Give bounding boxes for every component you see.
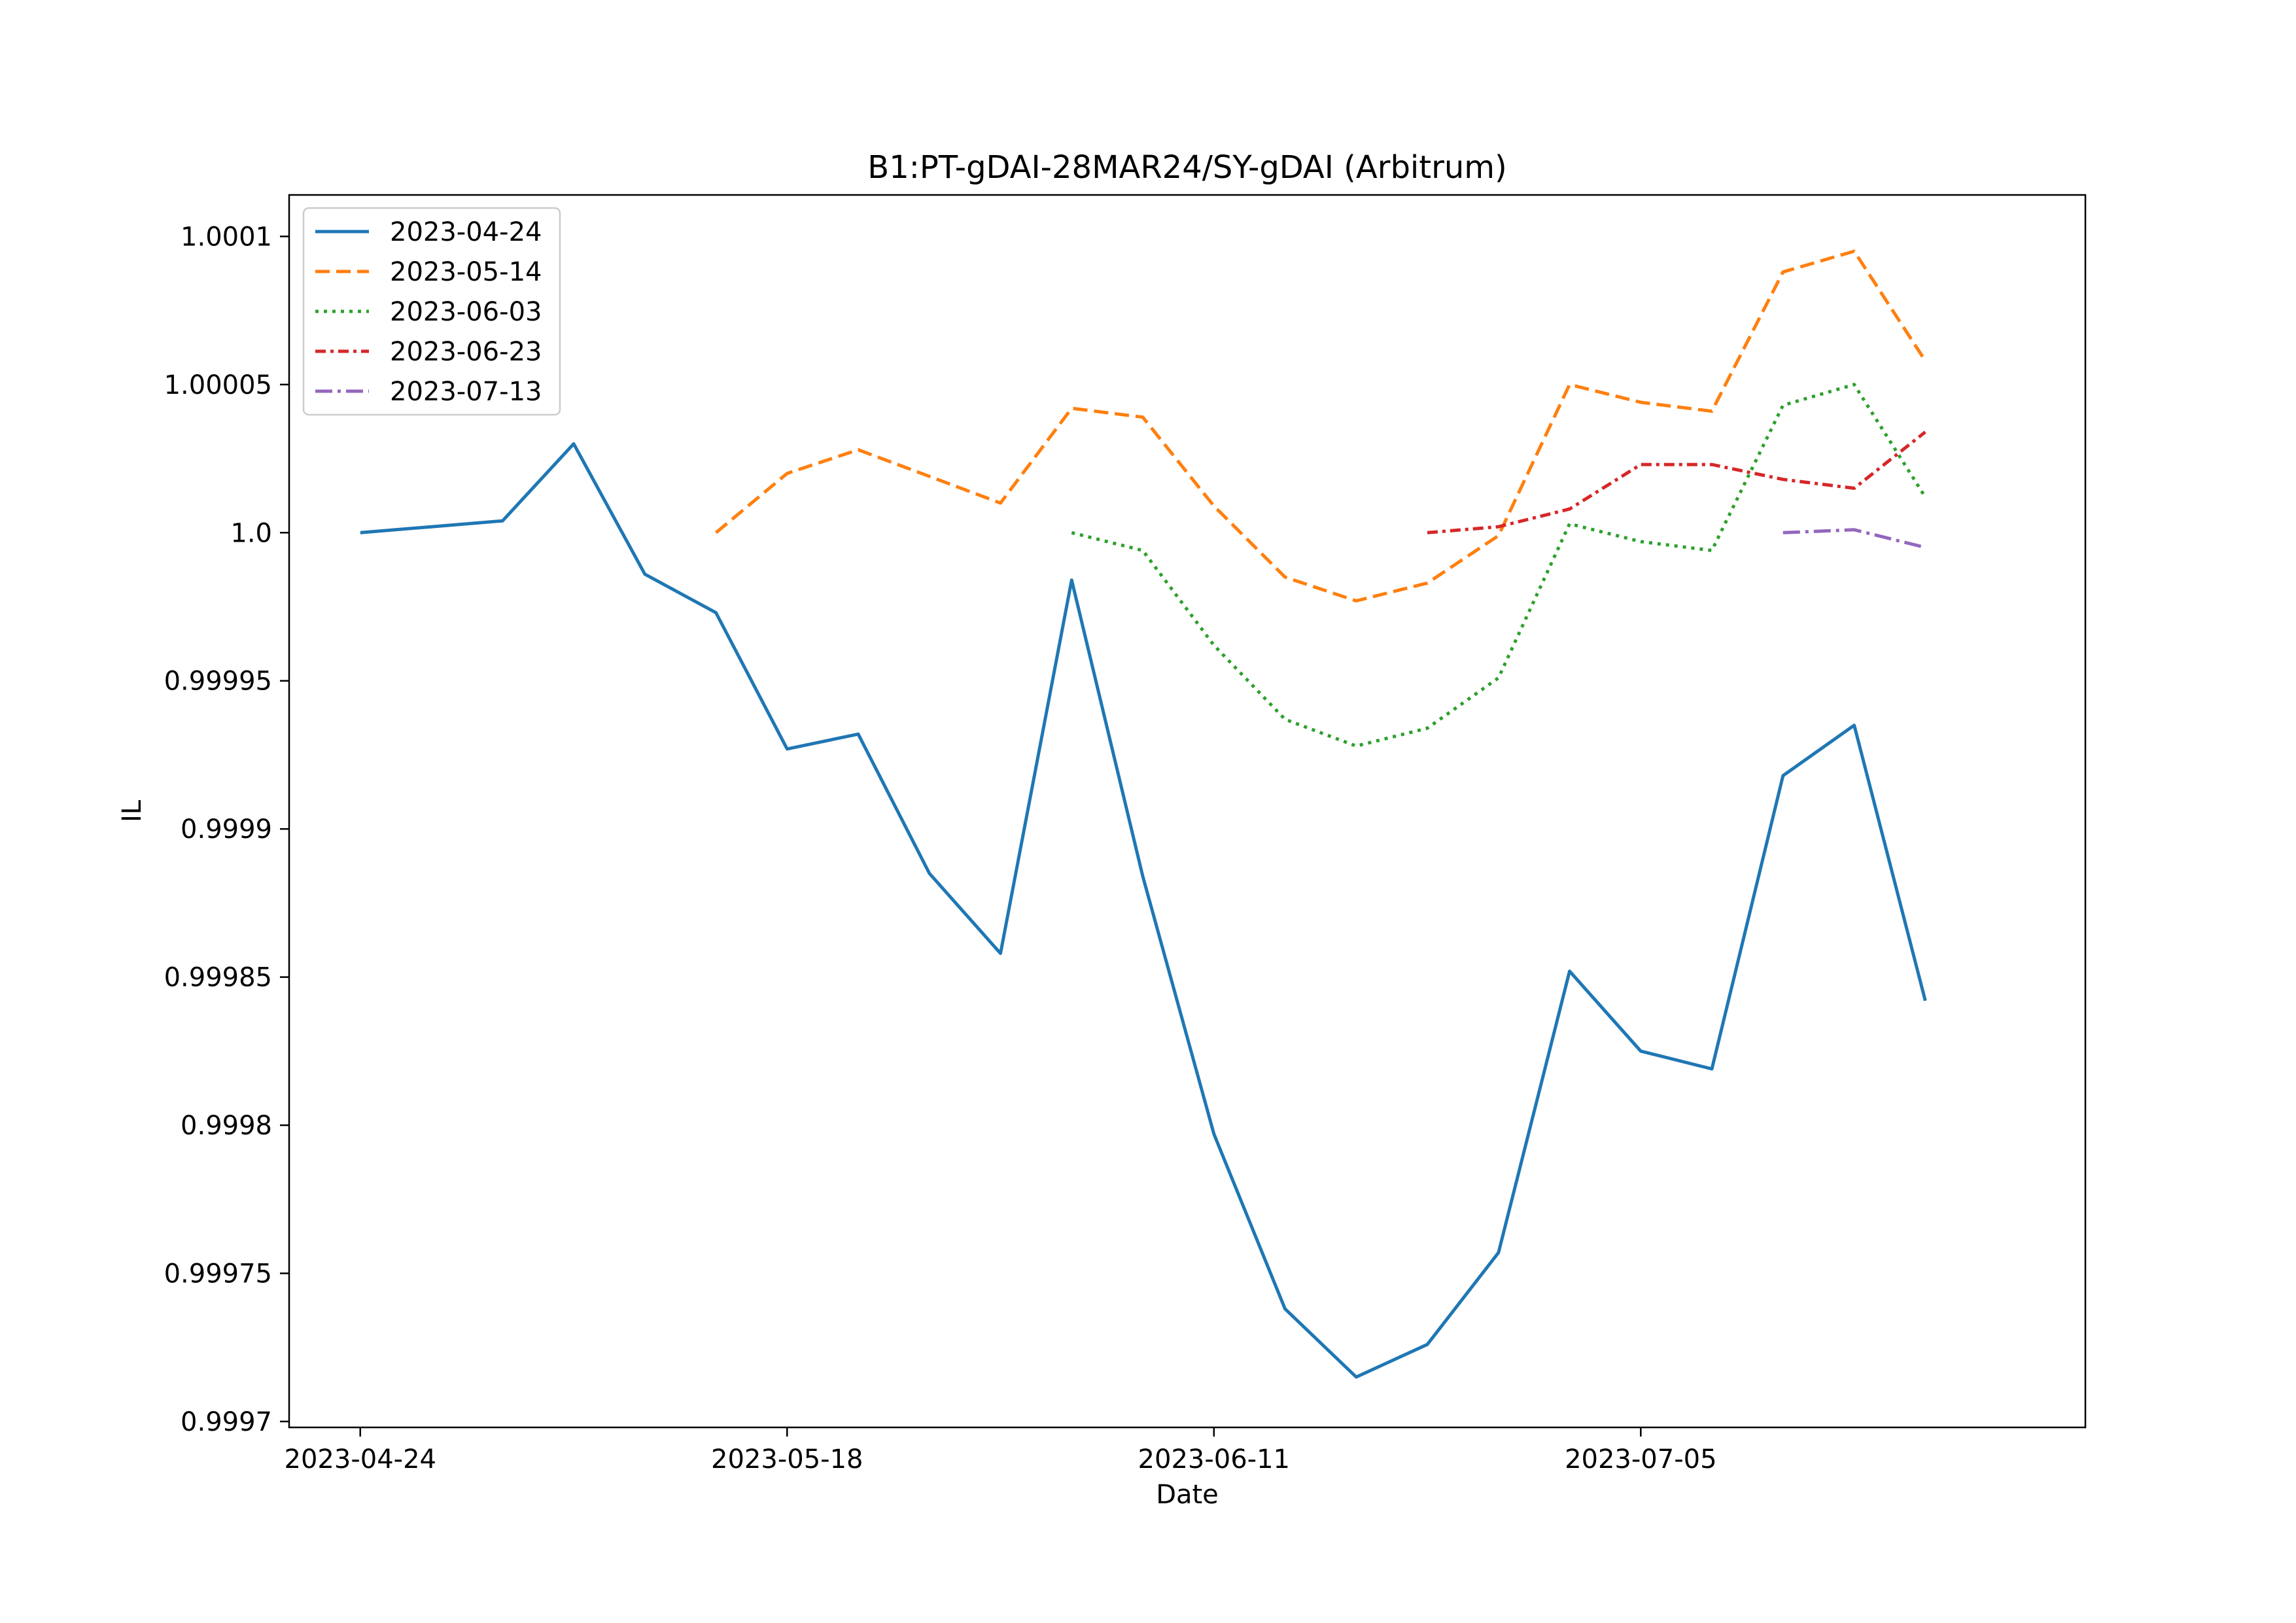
x-axis-label: Date [1156,1480,1219,1510]
x-tick-label: 2023-07-05 [1565,1444,1716,1475]
y-tick-label: 0.9997 [181,1407,272,1437]
plot-frame [288,194,2087,1429]
y-tick-label: 0.99985 [164,963,272,993]
chart-title: B1:PT-gDAI-28MAR24/SY-gDAI (Arbitrum) [867,149,1506,186]
y-tick-label: 0.99995 [164,667,272,697]
legend: 2023-04-24 2023-05-14 2023-06-03 2023-06-23… [302,207,561,416]
series-layer [360,249,1927,1379]
series-line-2 [714,249,1927,602]
x-tick-label: 2023-05-18 [711,1444,863,1475]
y-tick-label: 1.0001 [181,222,272,252]
legend-label: 2023-06-23 [390,337,542,367]
x-tick-label: 2023-06-11 [1138,1444,1290,1475]
ticks-layer: 2023-04-24 2023-05-18 2023-06-11 2023-07-05… [164,222,1717,1475]
series-line-1 [360,442,1927,1379]
y-tick-label: 0.9999 [181,814,272,845]
y-tick-label: 0.9998 [181,1111,272,1141]
legend-label: 2023-07-13 [390,377,542,407]
legend-label: 2023-06-03 [390,297,542,327]
y-tick-label: 1.0 [230,518,272,548]
y-axis-label: IL [117,799,147,822]
series-line-5 [1783,528,1926,550]
y-tick-label: 1.00005 [164,370,272,400]
legend-frame [302,207,561,416]
legend-label: 2023-04-24 [390,217,542,247]
y-tick-label: 0.99975 [164,1259,272,1289]
legend-label: 2023-05-14 [390,257,542,287]
x-tick-label: 2023-04-24 [285,1444,436,1475]
